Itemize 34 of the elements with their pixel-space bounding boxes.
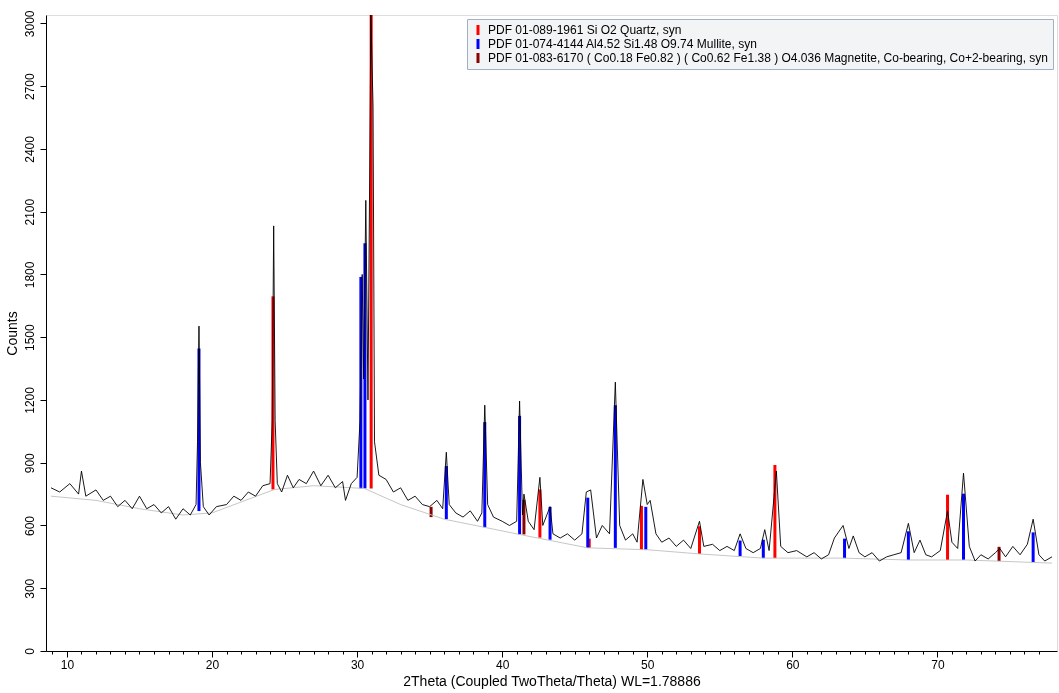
y-tick-label: 2400 (22, 135, 37, 163)
bar (843, 538, 847, 559)
legend-label: PDF 01-089-1961 Si O2 Quartz, syn (488, 23, 682, 37)
x-tick-label: 60 (786, 657, 800, 672)
y-axis-title: Counts (3, 311, 20, 356)
bar (962, 493, 966, 560)
bar (644, 506, 648, 550)
bar (697, 526, 701, 554)
bar (906, 531, 910, 560)
line-series (50, 485, 1053, 564)
x-tick-label: 50 (641, 657, 655, 672)
y-tick-label: 2100 (22, 198, 37, 226)
x-tick-label: 40 (496, 657, 510, 672)
y-tick-label: 1800 (22, 261, 37, 289)
y-tick-label: 300 (22, 578, 37, 599)
x-tick-label: 70 (931, 657, 945, 672)
y-tick-label: 0 (22, 647, 37, 655)
x-tick-label: 20 (205, 657, 220, 672)
bar (738, 540, 742, 557)
x-axis-title: 2Theta (Coupled TwoTheta/Theta) WL=1.78886 (403, 672, 701, 689)
y-tick-label: 1200 (22, 386, 37, 414)
legend-label: PDF 01-083-6170 ( Co0.18 Fe0.82 ) ( Co0.62 Fe1.38 ) O4.036 Magnetite, Co-bearing, Co+2-bearing, syn (488, 51, 1048, 65)
x-tick-label: 30 (350, 657, 365, 672)
y-tick-label: 3000 (22, 10, 37, 38)
y-tick-label: 600 (22, 515, 37, 536)
x-tick-label: 10 (60, 657, 75, 672)
bar (639, 505, 643, 550)
bar (1031, 532, 1035, 563)
y-tick-label: 900 (22, 452, 37, 474)
bar (586, 497, 590, 548)
line-series (50, 15, 1053, 562)
legend-label: PDF 01-074-4144 Al4.52 Si1.48 O9.74 Mullite, syn (488, 37, 757, 51)
y-tick-label: 1500 (22, 324, 37, 352)
y-tick-label: 2700 (22, 72, 37, 100)
